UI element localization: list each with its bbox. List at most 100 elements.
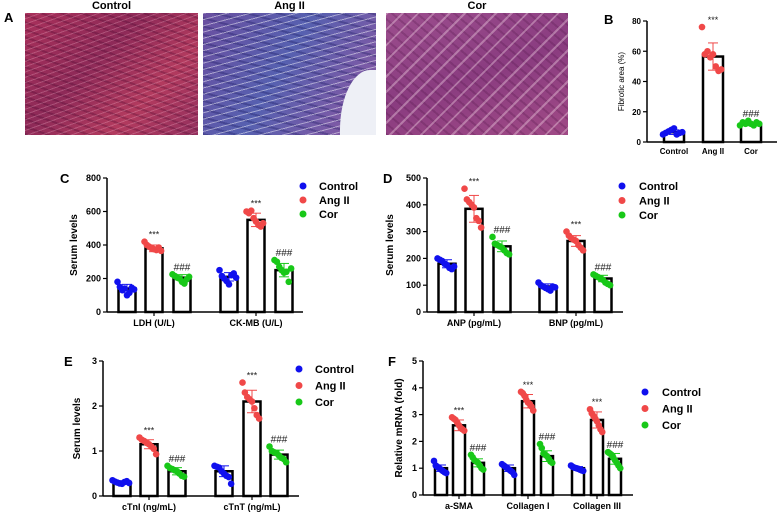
data-point xyxy=(698,23,706,31)
image-title-control: Control xyxy=(91,0,132,12)
significance-vs-ang-ii: ### xyxy=(470,443,487,454)
data-point xyxy=(489,233,496,241)
significance-vs-control: *** xyxy=(469,177,480,187)
data-point xyxy=(216,266,223,274)
y-tick-label: 20 xyxy=(632,108,641,117)
image-title-cor: Cor xyxy=(467,0,487,12)
data-point xyxy=(180,473,188,480)
legend-label: Ang II xyxy=(319,195,350,207)
y-tick-label: 200 xyxy=(86,274,101,284)
significance-vs-control: *** xyxy=(144,426,155,436)
data-point xyxy=(227,480,235,488)
data-point xyxy=(505,251,513,258)
data-point xyxy=(579,467,587,475)
significance-vs-control: *** xyxy=(454,405,465,415)
significance-vs-ang-ii: ### xyxy=(607,440,624,451)
data-point xyxy=(185,273,193,281)
data-point xyxy=(126,289,133,297)
x-category-label: CK-MB (U/L) xyxy=(230,318,283,328)
histology-image-cor xyxy=(386,13,568,135)
legend-label: Control xyxy=(319,181,358,193)
data-point xyxy=(579,247,587,254)
data-point xyxy=(529,407,537,414)
x-category-label: cTnT (ng/mL) xyxy=(224,502,281,512)
bar-ang-ii xyxy=(520,399,536,497)
legend-label: Cor xyxy=(315,397,335,409)
y-tick-label: 60 xyxy=(632,47,641,56)
y-tick-label: 40 xyxy=(632,78,641,87)
bar-ang-ii xyxy=(451,424,467,497)
significance-vs-ang-ii: ### xyxy=(743,109,760,120)
panel-c-y-axis-title: Serum levels xyxy=(69,214,80,276)
data-point xyxy=(150,445,158,453)
significance-vs-ang-ii: ### xyxy=(169,454,186,465)
data-point xyxy=(551,284,559,291)
x-category-label: LDH (U/L) xyxy=(133,318,175,328)
y-tick-label: 0 xyxy=(92,491,97,501)
significance-vs-control: *** xyxy=(708,15,719,25)
data-point xyxy=(283,268,290,276)
y-tick-label: 0 xyxy=(412,490,417,500)
y-tick-label: 300 xyxy=(406,227,421,237)
legend-label: Control xyxy=(639,181,678,193)
panel-d-y-axis-title: Serum levels xyxy=(385,214,396,276)
image-title-ang-ii: Ang II xyxy=(274,0,305,12)
x-category-label: Collagen I xyxy=(506,501,549,511)
y-tick-label: 3 xyxy=(412,410,417,420)
x-category-label: a-SMA xyxy=(445,501,474,511)
y-tick-label: 0 xyxy=(96,307,101,317)
y-tick-label: 500 xyxy=(406,173,421,183)
significance-vs-control: *** xyxy=(523,380,534,390)
legend-marker-ang-ii xyxy=(299,196,307,204)
legend-marker-control xyxy=(295,365,303,373)
x-category-label: Ang II xyxy=(702,147,724,156)
data-point xyxy=(479,466,487,473)
bar-ang-ii xyxy=(464,207,484,314)
panel-f-label: F xyxy=(388,354,396,369)
data-point xyxy=(239,379,246,386)
data-point xyxy=(259,219,267,227)
legend-label: Ang II xyxy=(639,196,670,208)
y-tick-label: 600 xyxy=(86,207,101,217)
bar-ang-ii xyxy=(144,247,164,314)
data-point xyxy=(460,427,468,434)
legend-marker-cor xyxy=(295,398,303,406)
legend-label: Control xyxy=(662,387,701,399)
data-point xyxy=(114,278,121,286)
significance-vs-ang-ii: ### xyxy=(174,262,191,273)
y-tick-label: 4 xyxy=(412,383,417,393)
significance-vs-ang-ii: ### xyxy=(494,225,511,236)
data-point xyxy=(287,265,295,272)
legend-marker-control xyxy=(618,182,626,190)
data-point xyxy=(704,47,711,55)
y-tick-label: 800 xyxy=(86,173,101,183)
data-point xyxy=(273,258,281,266)
x-category-label: ANP (pg/mL) xyxy=(447,318,501,328)
data-point xyxy=(282,458,290,466)
x-category-label: Collagen III xyxy=(573,501,621,511)
significance-vs-control: *** xyxy=(592,397,603,407)
legend-label: Control xyxy=(315,364,354,376)
significance-vs-control: *** xyxy=(247,371,258,381)
y-tick-label: 200 xyxy=(406,253,421,263)
data-point xyxy=(285,278,293,286)
panel-d-label: D xyxy=(383,171,392,186)
data-point xyxy=(678,128,686,136)
x-category-label: Control xyxy=(660,147,688,156)
histology-image-control xyxy=(25,13,198,135)
legend-marker-control xyxy=(299,182,307,190)
data-point xyxy=(232,274,240,281)
significance-vs-ang-ii: ### xyxy=(595,262,612,273)
data-point xyxy=(616,464,624,472)
data-point xyxy=(709,50,717,58)
y-tick-label: 1 xyxy=(92,446,97,456)
data-point xyxy=(670,125,678,132)
x-category-label: BNP (pg/mL) xyxy=(549,318,603,328)
significance-vs-control: *** xyxy=(149,230,160,240)
data-point xyxy=(477,224,485,231)
legend-marker-ang-ii xyxy=(641,405,649,412)
data-point xyxy=(475,217,483,225)
data-point xyxy=(152,450,160,458)
data-point xyxy=(130,286,138,293)
